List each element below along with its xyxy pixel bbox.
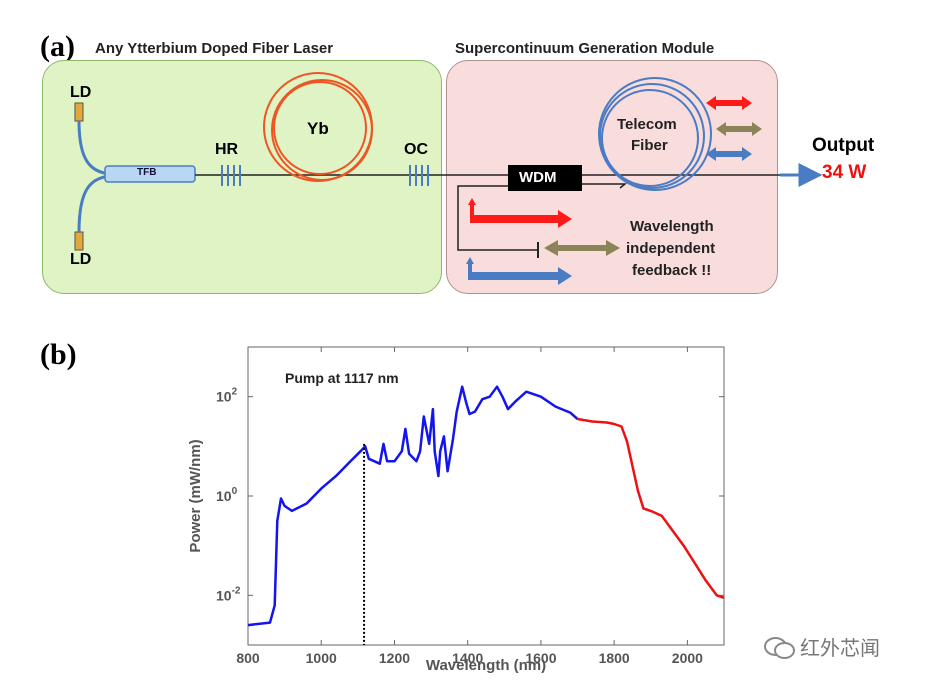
olive-double-arrow	[716, 122, 762, 136]
telecom-label-line1: Telecom	[617, 116, 677, 133]
feedback-olive-arrow	[544, 240, 620, 256]
x-tick-label: 2000	[672, 650, 703, 666]
supercontinuum-spectrum-chart: 800 1000 1200 1400 1600 1800 2000 102 100 10-2 P…	[187, 346, 725, 674]
y-tick-label: 102	[216, 387, 238, 405]
telecom-fiber-coil	[598, 77, 712, 191]
pump-annotation: Pump at 1117 nm	[285, 370, 399, 386]
wdm-block	[508, 165, 582, 191]
feedback-line3: feedback !!	[632, 262, 712, 279]
tfb-block	[104, 165, 196, 183]
fiber-laser-schematic	[74, 72, 823, 285]
oc-label: OC	[404, 141, 428, 158]
module-title: Supercontinuum Generation Module	[455, 40, 715, 57]
red-double-arrow	[706, 96, 752, 110]
x-tick-label: 1800	[599, 650, 630, 666]
watermark: 红外芯闻	[764, 632, 880, 660]
x-tick-label: 1200	[379, 650, 410, 666]
spectrum-series-line	[247, 385, 579, 627]
y-tick-label: 100	[216, 486, 238, 504]
panel-a-label: (a)	[40, 30, 75, 63]
yb-label: Yb	[307, 119, 329, 138]
watermark-text: 红外芯闻	[800, 635, 880, 660]
hr-grating	[221, 165, 241, 186]
y-tick-label: 10-2	[216, 585, 241, 603]
wdm-label: WDM	[519, 169, 557, 186]
wechat-icon	[764, 635, 795, 659]
yb-fiber-coil	[263, 72, 373, 182]
ld-bottom-diode	[74, 231, 84, 251]
ld-bottom-fiber	[77, 174, 111, 233]
tfb-label: TFB	[137, 167, 157, 178]
telecom-label-line2: Fiber	[631, 137, 668, 154]
feedback-red-arrow	[468, 198, 572, 228]
feedback-loop	[457, 185, 538, 251]
x-tick-label: 1400	[452, 650, 483, 666]
feedback-line1: Wavelength	[630, 218, 714, 235]
feedback-blue-arrow	[466, 257, 572, 285]
x-tick-label: 1000	[306, 650, 337, 666]
feedback-line2: independent	[626, 240, 716, 257]
plot-frame	[247, 346, 725, 646]
ld-top-label: LD	[70, 84, 92, 101]
wdm-branch	[582, 183, 628, 189]
output-power: 34 W	[822, 162, 867, 183]
x-tick-label: 800	[236, 650, 260, 666]
spectrum-series-line	[577, 417, 725, 599]
x-axis-label: Wavelength (nm)	[426, 657, 546, 674]
laser-title: Any Ytterbium Doped Fiber Laser	[95, 40, 334, 57]
output-label: Output	[812, 135, 875, 156]
hr-label: HR	[215, 141, 239, 158]
ld-top-diode	[74, 102, 84, 122]
oc-grating	[409, 165, 429, 186]
blue-double-arrow	[706, 147, 752, 161]
panel-b-label: (b)	[40, 338, 77, 371]
x-tick-label: 1600	[525, 650, 556, 666]
y-axis-label: Power (mW/nm)	[187, 439, 204, 552]
ld-bottom-label: LD	[70, 251, 92, 268]
